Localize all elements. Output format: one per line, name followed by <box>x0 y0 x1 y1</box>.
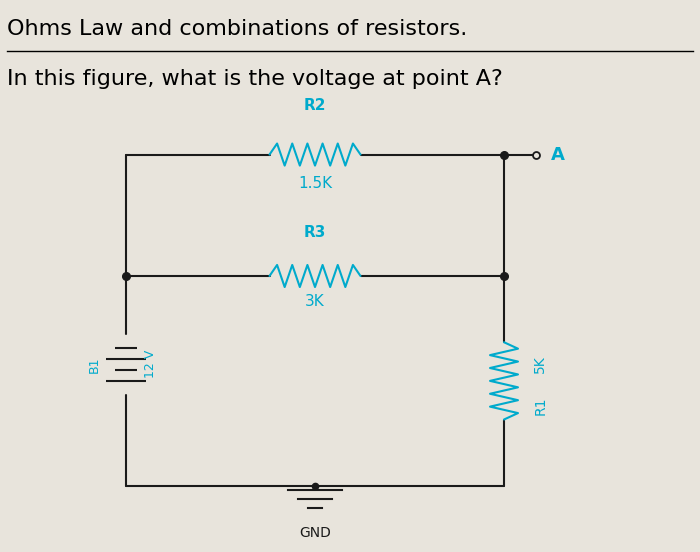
Text: Ohms Law and combinations of resistors.: Ohms Law and combinations of resistors. <box>7 19 468 39</box>
Text: GND: GND <box>299 526 331 539</box>
Text: 3K: 3K <box>305 294 325 309</box>
Text: 1.5K: 1.5K <box>298 176 332 190</box>
Text: In this figure, what is the voltage at point A?: In this figure, what is the voltage at p… <box>7 69 503 89</box>
Text: A: A <box>551 146 565 163</box>
Text: 5K: 5K <box>533 355 547 373</box>
Text: B1: B1 <box>88 356 101 373</box>
Text: R2: R2 <box>304 98 326 113</box>
Text: R1: R1 <box>533 396 547 415</box>
Text: 12 V: 12 V <box>144 350 157 379</box>
Text: R3: R3 <box>304 225 326 240</box>
